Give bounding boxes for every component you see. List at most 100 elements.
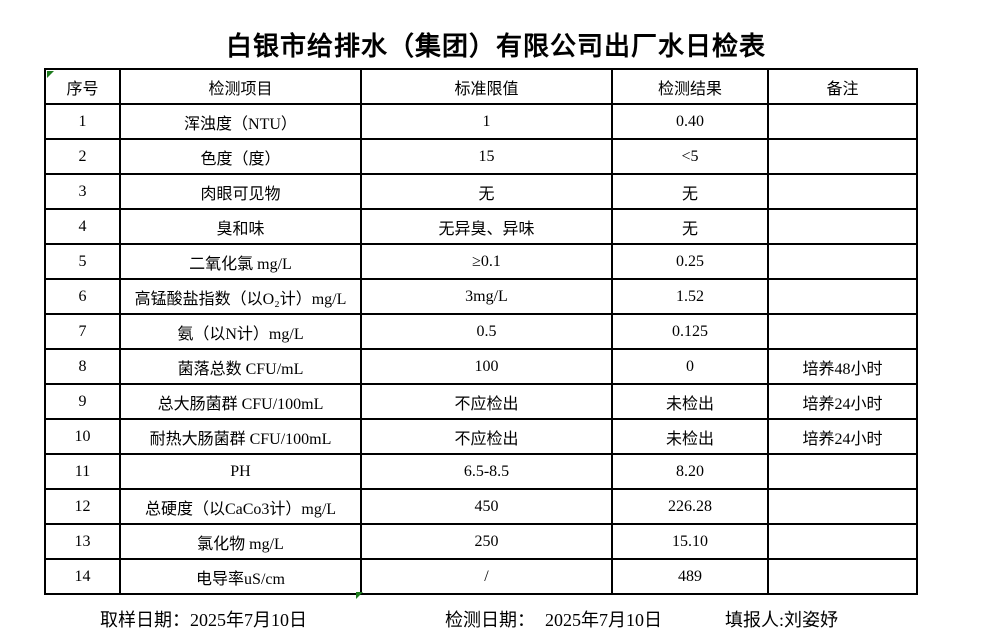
cell-item: 臭和味: [119, 208, 362, 245]
table-row: 5 二氧化氯 mg/L ≥0.1 0.25: [44, 243, 918, 280]
footer: 取样日期：2025年7月10日 检测日期： 2025年7月10日 填报人:刘姿妤: [0, 606, 992, 632]
reporter-label: 填报人:: [725, 610, 785, 630]
cell-note: 培养48小时: [767, 348, 918, 385]
cell-no: 6: [44, 278, 121, 315]
cell-item: 高锰酸盐指数（以O₂计）mg/L: [119, 278, 362, 315]
table-row: 1 浑浊度（NTU） 1 0.40: [44, 103, 918, 140]
cell-result: 1.52: [611, 278, 769, 315]
cell-no: 3: [44, 173, 121, 210]
cell-limit: 无: [360, 173, 613, 210]
excel-error-marker-icon: [356, 592, 363, 599]
cell-no: 1: [44, 103, 121, 140]
cell-item: 氯化物 mg/L: [119, 523, 362, 560]
cell-result: 无: [611, 208, 769, 245]
inspection-table: 序号 检测项目 标准限值 检测结果 备注 1 浑浊度（NTU） 1 0.40 2…: [44, 68, 918, 595]
cell-note: [767, 453, 918, 490]
reporter-value: 刘姿妤: [784, 610, 839, 630]
sampling-date-label: 取样日期：: [100, 610, 190, 630]
cell-limit: 450: [360, 488, 613, 525]
cell-note: [767, 138, 918, 175]
test-date-label: 检测日期：: [445, 610, 535, 630]
reporter: 填报人:刘姿妤: [725, 606, 838, 632]
cell-item: 总硬度（以CaCo3计）mg/L: [119, 488, 362, 525]
cell-no: 2: [44, 138, 121, 175]
cell-limit: 6.5-8.5: [360, 453, 613, 490]
table-row: 13 氯化物 mg/L 250 15.10: [44, 523, 918, 560]
cell-note: [767, 488, 918, 525]
cell-item: 色度（度）: [119, 138, 362, 175]
cell-limit: /: [360, 558, 613, 595]
cell-limit: ≥0.1: [360, 243, 613, 280]
cell-no: 12: [44, 488, 121, 525]
cell-limit: 无异臭、异味: [360, 208, 613, 245]
cell-limit: 15: [360, 138, 613, 175]
cell-no: 11: [44, 453, 121, 490]
cell-note: [767, 313, 918, 350]
cell-result: 未检出: [611, 383, 769, 420]
cell-note: 培养24小时: [767, 418, 918, 455]
cell-note: [767, 208, 918, 245]
cell-limit: 0.5: [360, 313, 613, 350]
table-row: 14 电导率uS/cm / 489: [44, 558, 918, 595]
cell-no: 8: [44, 348, 121, 385]
cell-result: 0: [611, 348, 769, 385]
cell-item: 电导率uS/cm: [119, 558, 362, 595]
cell-result: 8.20: [611, 453, 769, 490]
table-row: 4 臭和味 无异臭、异味 无: [44, 208, 918, 245]
cell-note: [767, 243, 918, 280]
cell-item: PH: [119, 453, 362, 490]
table-row: 6 高锰酸盐指数（以O₂计）mg/L 3mg/L 1.52: [44, 278, 918, 315]
cell-no: 14: [44, 558, 121, 595]
table-row: 3 肉眼可见物 无 无: [44, 173, 918, 210]
cell-item: 菌落总数 CFU/mL: [119, 348, 362, 385]
table-row: 8 菌落总数 CFU/mL 100 0 培养48小时: [44, 348, 918, 385]
cell-result: 0.40: [611, 103, 769, 140]
cell-limit: 1: [360, 103, 613, 140]
cell-limit: 250: [360, 523, 613, 560]
cell-no: 13: [44, 523, 121, 560]
cell-result: 489: [611, 558, 769, 595]
cell-result: 226.28: [611, 488, 769, 525]
cell-result: <5: [611, 138, 769, 175]
cell-no: 4: [44, 208, 121, 245]
sampling-date: 取样日期：2025年7月10日: [100, 606, 307, 632]
cell-note: [767, 558, 918, 595]
test-date-value: 2025年7月10日: [545, 610, 662, 630]
cell-item: 总大肠菌群 CFU/100mL: [119, 383, 362, 420]
excel-error-marker-icon: [47, 71, 54, 78]
cell-result: 未检出: [611, 418, 769, 455]
cell-result: 0.125: [611, 313, 769, 350]
table-row: 9 总大肠菌群 CFU/100mL 不应检出 未检出 培养24小时: [44, 383, 918, 420]
table-row: 7 氨（以N计）mg/L 0.5 0.125: [44, 313, 918, 350]
table-row: 11 PH 6.5-8.5 8.20: [44, 453, 918, 490]
sampling-date-value: 2025年7月10日: [190, 610, 307, 630]
header-result: 检测结果: [611, 68, 769, 105]
cell-item: 氨（以N计）mg/L: [119, 313, 362, 350]
cell-limit: 不应检出: [360, 383, 613, 420]
cell-result: 15.10: [611, 523, 769, 560]
header-limit: 标准限值: [360, 68, 613, 105]
cell-no: 5: [44, 243, 121, 280]
cell-note: 培养24小时: [767, 383, 918, 420]
cell-item: 浑浊度（NTU）: [119, 103, 362, 140]
header-row: 序号 检测项目 标准限值 检测结果 备注: [44, 68, 918, 105]
cell-note: [767, 523, 918, 560]
cell-item: 耐热大肠菌群 CFU/100mL: [119, 418, 362, 455]
table-row: 10 耐热大肠菌群 CFU/100mL 不应检出 未检出 培养24小时: [44, 418, 918, 455]
cell-no: 10: [44, 418, 121, 455]
cell-limit: 100: [360, 348, 613, 385]
cell-no: 9: [44, 383, 121, 420]
cell-no: 7: [44, 313, 121, 350]
test-date: 检测日期： 2025年7月10日: [445, 606, 662, 632]
cell-limit: 不应检出: [360, 418, 613, 455]
cell-note: [767, 173, 918, 210]
header-item: 检测项目: [119, 68, 362, 105]
cell-result: 无: [611, 173, 769, 210]
cell-note: [767, 278, 918, 315]
table-row: 2 色度（度） 15 <5: [44, 138, 918, 175]
header-note: 备注: [767, 68, 918, 105]
cell-item: 二氧化氯 mg/L: [119, 243, 362, 280]
table-row: 12 总硬度（以CaCo3计）mg/L 450 226.28: [44, 488, 918, 525]
cell-note: [767, 103, 918, 140]
